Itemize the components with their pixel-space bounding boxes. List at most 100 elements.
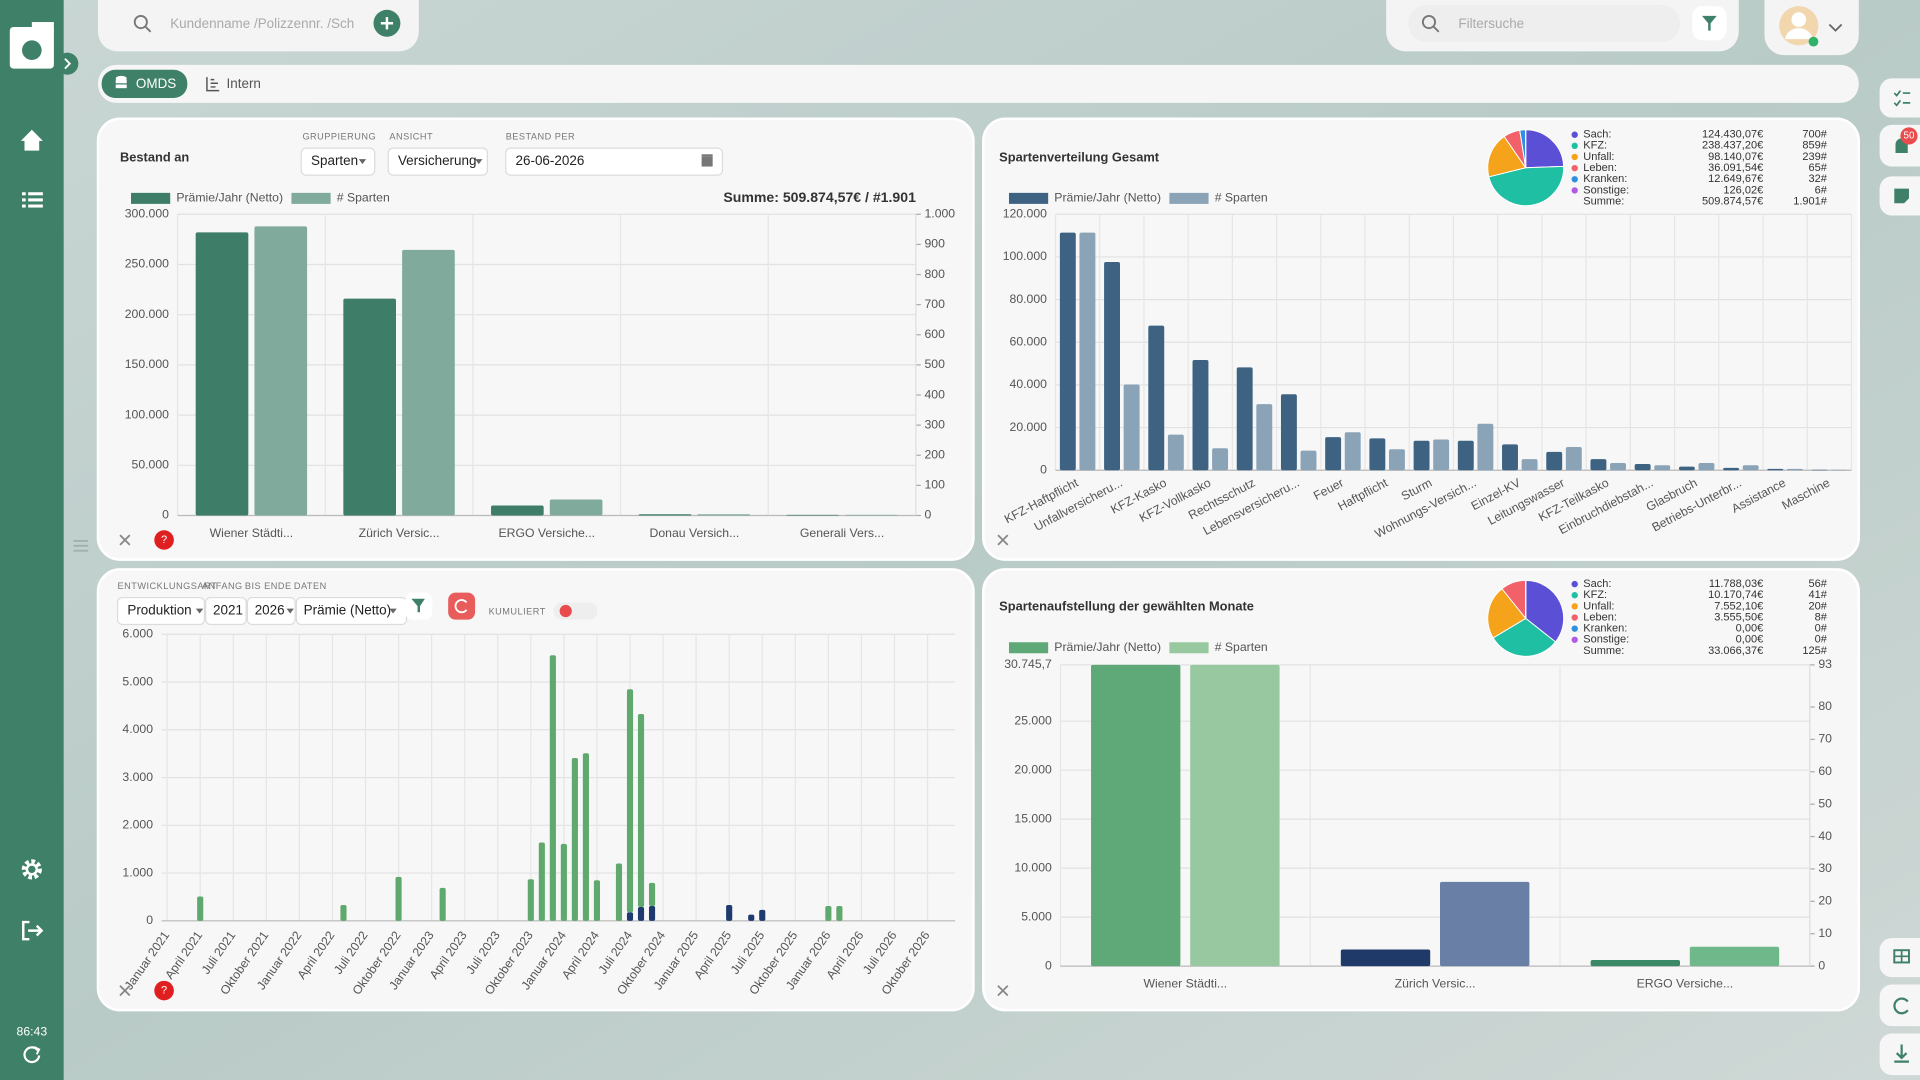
dropdown-value[interactable]: Versicherung xyxy=(398,153,477,168)
dropdown[interactable] xyxy=(387,147,488,176)
user-avatar-part[interactable] xyxy=(1791,12,1807,27)
user-avatar-part[interactable] xyxy=(1785,28,1813,40)
download-button-part[interactable] xyxy=(1894,1044,1909,1063)
tab[interactable]: OMDS xyxy=(136,76,176,91)
filter-button-part[interactable] xyxy=(1702,15,1717,31)
list-icon-part[interactable] xyxy=(28,192,43,196)
filter-button[interactable] xyxy=(405,592,433,620)
expand-icon-part[interactable] xyxy=(119,985,131,997)
date-input[interactable] xyxy=(505,147,724,176)
table-button[interactable] xyxy=(1879,937,1920,978)
dropdown-value[interactable]: Sparten xyxy=(311,153,358,168)
filter-input[interactable]: Filtersuche xyxy=(1458,16,1524,31)
list-icon-part[interactable] xyxy=(28,198,43,202)
notifications-button[interactable] xyxy=(1879,124,1920,167)
table-button-part[interactable] xyxy=(1879,937,1920,978)
list-icon-part[interactable] xyxy=(22,198,26,202)
settings-icon[interactable] xyxy=(21,859,42,880)
filter-button-part[interactable] xyxy=(411,598,425,613)
expand-icon-part[interactable] xyxy=(119,534,131,546)
legend-swatch xyxy=(1008,642,1049,654)
refresh-session-part[interactable] xyxy=(23,1046,41,1064)
expand-icon[interactable] xyxy=(997,985,1009,997)
tasks-button-part[interactable] xyxy=(1893,90,1911,107)
home-icon[interactable] xyxy=(20,129,43,151)
search-input[interactable]: Kundenname /Polizzennr. /Sch xyxy=(170,16,354,31)
table-button-part[interactable] xyxy=(1894,950,1909,963)
expand-icon-part[interactable] xyxy=(997,534,1009,546)
notifications-button-part[interactable] xyxy=(1900,127,1918,145)
tab[interactable]: Intern xyxy=(227,76,261,91)
dropdown-value[interactable]: Prämie (Netto) xyxy=(304,603,391,618)
add-button[interactable] xyxy=(373,9,401,37)
list-icon-part[interactable] xyxy=(28,204,43,208)
calendar-icon-part[interactable] xyxy=(701,154,713,157)
logo[interactable] xyxy=(9,22,54,69)
reset-button-part[interactable] xyxy=(454,599,468,614)
dropdown-value[interactable]: Produktion xyxy=(127,603,191,618)
logout-icon-part[interactable] xyxy=(22,920,30,941)
download-button-part[interactable] xyxy=(1879,1033,1920,1076)
bar xyxy=(1256,404,1273,471)
help-button[interactable] xyxy=(154,530,174,550)
reload-button-part[interactable] xyxy=(1879,984,1920,1027)
logo-part[interactable] xyxy=(31,22,54,32)
add-button-part[interactable] xyxy=(380,17,394,30)
help-label[interactable]: ? xyxy=(161,985,167,997)
expand-icon[interactable] xyxy=(119,534,131,546)
panel-handle-part[interactable] xyxy=(73,540,89,542)
sidebar-toggle-part[interactable] xyxy=(56,52,79,75)
dropdown[interactable] xyxy=(300,147,376,176)
expand-icon[interactable] xyxy=(119,985,131,997)
value-label: 11.788,03€ xyxy=(1709,578,1763,590)
reset-button[interactable] xyxy=(448,592,476,620)
toggle-part[interactable] xyxy=(559,604,572,618)
tasks-button-part[interactable] xyxy=(1879,78,1920,118)
reload-button-part[interactable] xyxy=(1893,997,1909,1015)
user-avatar-part[interactable] xyxy=(1828,23,1843,32)
user-avatar[interactable] xyxy=(1779,6,1843,47)
home-icon-part[interactable] xyxy=(20,129,43,151)
y-tick-label: 50.000 xyxy=(132,458,170,472)
settings-icon-part[interactable] xyxy=(21,859,42,880)
help-button[interactable] xyxy=(154,980,174,1001)
settings-icon-part[interactable] xyxy=(25,863,38,876)
dropdown[interactable] xyxy=(116,596,206,626)
user-avatar-part[interactable] xyxy=(1808,36,1819,47)
help-label[interactable]: ? xyxy=(161,534,167,546)
filter-button[interactable] xyxy=(1692,6,1727,41)
dropdown-value[interactable]: 2026 xyxy=(255,603,285,618)
refresh-session[interactable] xyxy=(23,1046,41,1064)
reset-button-part[interactable] xyxy=(448,592,476,620)
dropdown[interactable] xyxy=(246,596,296,626)
expand-icon[interactable] xyxy=(997,534,1009,546)
bar xyxy=(1091,664,1181,967)
dropdown-value[interactable]: 2021 xyxy=(213,603,243,618)
list-icon-part[interactable] xyxy=(22,204,26,208)
filter-input-box[interactable] xyxy=(1408,4,1680,42)
sidebar-toggle-part[interactable] xyxy=(64,58,72,70)
reload-button[interactable] xyxy=(1879,984,1920,1027)
list-icon-part[interactable] xyxy=(22,192,26,196)
bar xyxy=(615,863,623,921)
sidebar-toggle[interactable] xyxy=(56,52,79,75)
calendar-icon-part[interactable] xyxy=(701,156,713,167)
logout-icon-part[interactable] xyxy=(28,924,44,937)
logout-icon[interactable] xyxy=(22,920,44,941)
list-icon[interactable] xyxy=(22,192,43,208)
tasks-button[interactable] xyxy=(1879,78,1920,118)
date-value[interactable]: 26-06-2026 xyxy=(516,153,585,168)
calendar-icon[interactable] xyxy=(701,154,713,167)
notes-button-part[interactable] xyxy=(1894,188,1909,204)
toggle[interactable] xyxy=(553,602,598,620)
panel-handle-part[interactable] xyxy=(73,544,89,547)
panel-handle-part[interactable] xyxy=(73,549,89,552)
bar xyxy=(626,912,634,921)
notes-button[interactable] xyxy=(1879,176,1920,216)
logo-part[interactable] xyxy=(22,40,42,60)
panel-handle[interactable] xyxy=(73,540,89,552)
download-button[interactable] xyxy=(1879,1033,1920,1076)
dropdown[interactable] xyxy=(205,596,247,626)
expand-icon-part[interactable] xyxy=(997,985,1009,997)
refresh-session-part[interactable] xyxy=(33,1046,41,1055)
